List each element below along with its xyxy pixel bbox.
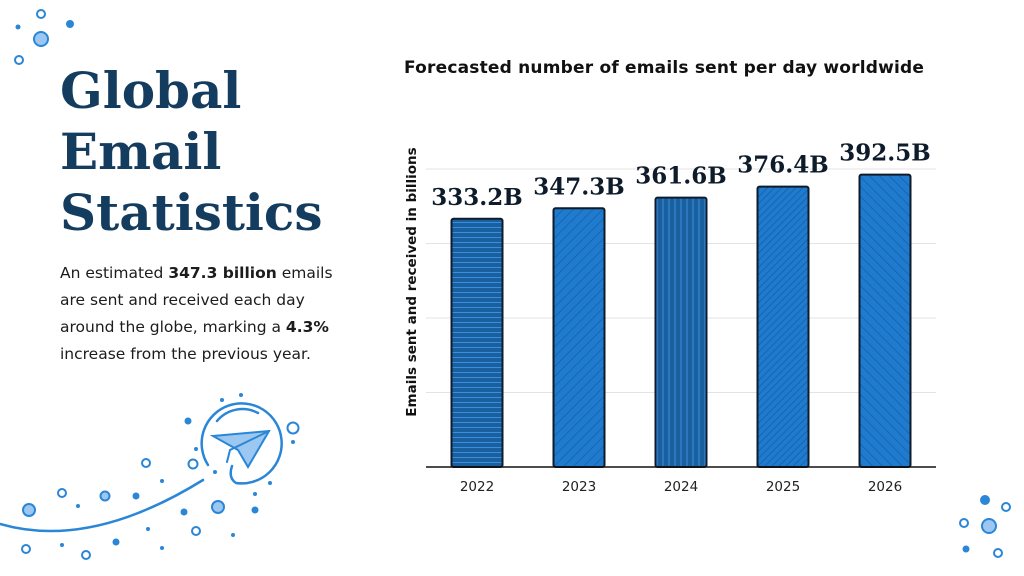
desc-text: emails are sent and received each day ar… <box>60 264 333 336</box>
data-label: 361.6B <box>635 163 726 190</box>
chart-title: Forecasted number of emails sent per day… <box>404 58 925 78</box>
bar-2024 <box>654 196 708 468</box>
desc-highlight: 4.3% <box>285 318 329 336</box>
paper-plane-icon <box>0 393 300 560</box>
desc-highlight: 347.3 billion <box>168 264 277 282</box>
bar-2026 <box>858 173 912 468</box>
title-line: Global <box>60 61 242 120</box>
desc-text: increase from the previous year. <box>60 345 311 363</box>
desc-text: An estimated <box>60 264 169 282</box>
description: An estimated 347.3 billion emails are se… <box>60 260 360 368</box>
page-title: Global Email Statistics <box>60 60 323 243</box>
x-tick-label: 2025 <box>766 479 800 495</box>
bubbles-bottom-right-icon <box>959 495 1011 558</box>
x-tick-label: 2023 <box>562 479 596 495</box>
bar-2023 <box>552 207 606 468</box>
title-line: Email <box>60 122 222 181</box>
data-label: 347.3B <box>533 173 624 200</box>
x-tick-label: 2026 <box>868 479 902 495</box>
data-label: 376.4B <box>737 152 828 179</box>
y-axis-label: Emails sent and received in billions <box>404 147 420 416</box>
title-line: Statistics <box>60 183 323 242</box>
x-tick-label: 2024 <box>664 479 698 495</box>
bar-2025 <box>756 185 810 468</box>
data-label: 392.5B <box>839 140 930 167</box>
data-label: 333.2B <box>431 184 522 211</box>
bubbles-top-left-icon <box>14 9 74 65</box>
bar-2022 <box>450 217 504 468</box>
x-tick-label: 2022 <box>460 479 494 495</box>
